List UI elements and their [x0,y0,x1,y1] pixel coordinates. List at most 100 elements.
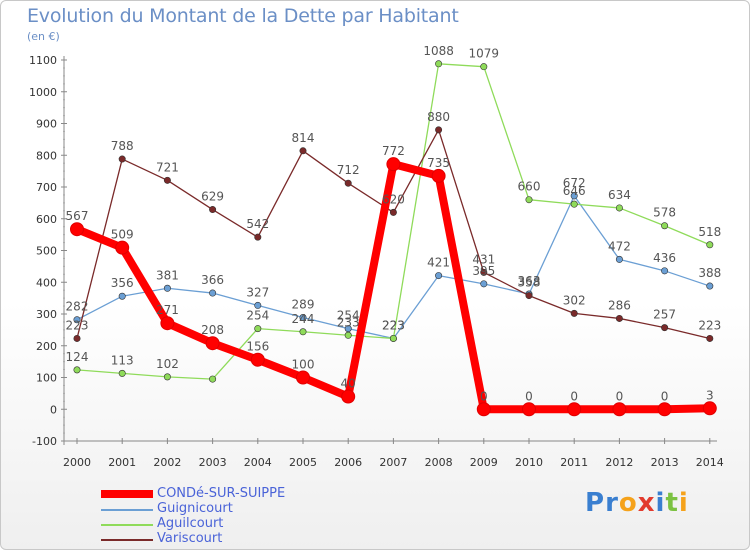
data-label: 286 [608,298,631,312]
data-label: 421 [427,256,450,270]
data-label: 223 [66,318,89,332]
data-point [435,126,443,134]
data-label: 257 [653,308,676,322]
y-tick-label: 1000 [29,86,57,99]
unit-label: (en €) [27,30,60,43]
data-point [615,255,623,263]
data-label: 735 [427,156,450,170]
logo-letter: i [678,488,689,518]
data-point [567,402,582,417]
data-label: 634 [608,188,631,202]
data-label: 646 [563,184,586,198]
data-point [250,352,265,367]
x-tick-label: 2011 [560,456,588,469]
data-point [706,334,714,342]
legend-label: Variscourt [157,531,223,546]
data-point [386,157,401,172]
data-label: 156 [246,340,269,354]
data-label: 40 [341,377,356,391]
data-label: 0 [661,389,669,403]
data-label: 0 [616,389,624,403]
data-label: 381 [156,268,179,282]
data-point [480,268,488,276]
data-point [254,325,262,333]
logo-letter: i [655,488,666,518]
legend-swatch [101,509,153,511]
data-label: 1088 [423,44,454,58]
data-point [341,389,356,404]
data-point [299,147,307,155]
data-label: 660 [518,180,541,194]
data-label: 721 [156,160,179,174]
data-label: 244 [292,312,315,326]
data-point [661,324,669,332]
y-tick-label: 500 [36,245,57,258]
data-label: 223 [382,318,405,332]
data-label: 102 [156,357,179,371]
data-label: 509 [111,228,134,242]
data-point [661,267,669,275]
data-point [205,336,220,351]
data-point [480,280,488,288]
data-point [254,301,262,309]
data-label: 542 [246,217,269,231]
x-tick-label: 2008 [425,456,453,469]
data-point [525,292,533,300]
data-label: 124 [66,350,89,364]
data-point [344,331,352,339]
data-point [389,334,397,342]
data-point [209,375,217,383]
logo-letter: o [618,488,638,518]
data-label: 363 [518,274,541,288]
data-label: 431 [472,252,495,266]
data-point [570,200,578,208]
data-label: 223 [382,318,405,332]
data-label: 233 [337,315,360,329]
data-label: 366 [201,273,224,287]
data-label: 0 [525,389,533,403]
data-point [163,373,171,381]
data-point [209,289,217,297]
legend-swatch [101,524,153,526]
logo-letter: P [585,488,606,518]
y-tick-label: 0 [50,403,57,416]
data-point [525,196,533,204]
data-point [344,179,352,187]
data-point [435,272,443,280]
y-tick-label: 800 [36,149,57,162]
data-label: 0 [570,389,578,403]
legend-label: CONDé-SUR-SUIPPE [157,486,286,501]
x-tick-label: 2003 [199,456,227,469]
y-tick-label: -100 [32,435,57,448]
data-label: 712 [337,163,360,177]
data-label: 0 [480,389,488,403]
data-point [661,222,669,230]
y-tick-label: 200 [36,340,57,353]
data-label: 772 [382,144,405,158]
y-tick-label: 1100 [29,54,57,67]
data-point [209,206,217,214]
data-label: 327 [246,285,269,299]
data-point [70,222,84,237]
y-tick-label: 400 [36,276,57,289]
data-label: 395 [472,264,495,278]
data-point [657,402,672,417]
logo-letter: r [605,488,619,518]
legend-label: Aguilcourt [157,516,224,531]
data-label: 518 [698,225,721,239]
data-point [299,328,307,336]
data-label: 356 [111,276,134,290]
data-point [296,370,310,385]
data-point [118,155,126,163]
x-tick-label: 2001 [108,456,136,469]
data-point [118,369,126,377]
x-tick-label: 2014 [696,456,724,469]
data-label: 113 [111,353,134,367]
data-point [706,241,714,249]
data-point [118,292,126,300]
data-point [706,282,714,290]
y-tick-label: 600 [36,213,57,226]
y-tick-label: 300 [36,308,57,321]
x-tick-label: 2007 [379,456,407,469]
